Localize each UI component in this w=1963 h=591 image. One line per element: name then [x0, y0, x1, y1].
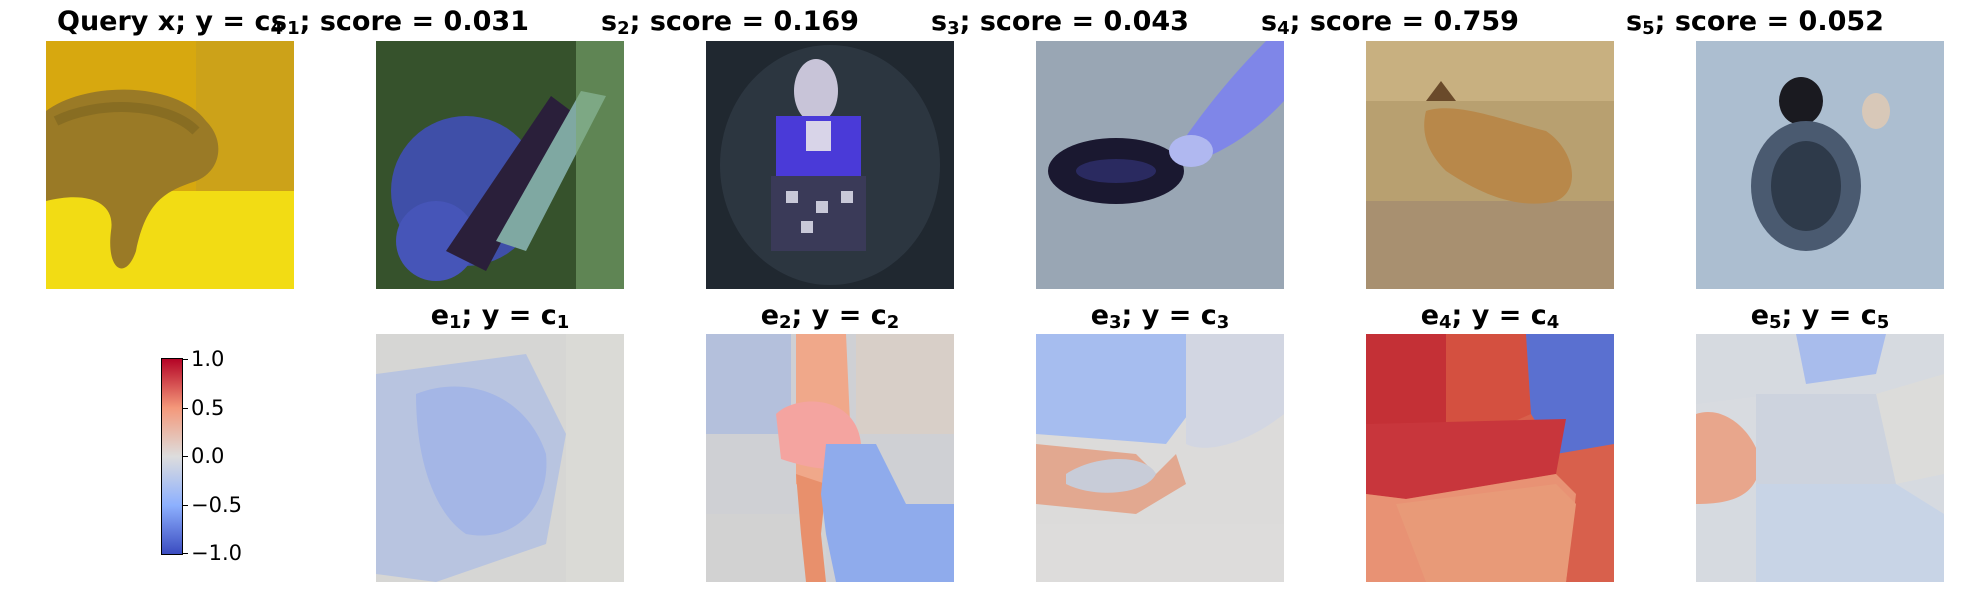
sample-title-2: s2; score = 0.169 — [565, 6, 895, 38]
colorbar-tick — [182, 408, 188, 409]
sample-image-person — [706, 41, 954, 289]
explanation-class-prefix: ; y = c — [1781, 300, 1877, 331]
query-title: Query x; y = c4 — [5, 6, 335, 38]
sample-label: s — [271, 6, 288, 37]
explanation-label: e — [1090, 300, 1109, 331]
explanation-index: 2 — [779, 312, 792, 333]
colorbar-tick — [182, 505, 188, 506]
colorbar — [161, 358, 183, 555]
explanation-class-index: 3 — [1216, 312, 1230, 333]
colorbar-tick — [182, 359, 188, 360]
sample-index: 1 — [287, 18, 300, 39]
sample-label: s — [931, 6, 948, 37]
explanation-label: e — [430, 300, 449, 331]
query-class-prefix: ; y = c — [175, 6, 271, 37]
explanation-title-4: e4; y = c4 — [1325, 300, 1655, 332]
sample-image-graphic — [1366, 41, 1614, 289]
colorbar-label: −1.0 — [191, 541, 242, 565]
explanation-label: e — [1750, 300, 1769, 331]
sample-score: ; score = 0.043 — [959, 6, 1189, 37]
sample-image-graphic — [1696, 41, 1944, 289]
explanation-title-3: e3; y = c3 — [995, 300, 1325, 332]
query-image-dolphin — [46, 41, 294, 289]
sample-index: 4 — [1277, 18, 1290, 39]
colorbar-tick — [182, 553, 188, 554]
sample-image-shoe — [1036, 41, 1284, 289]
sample-image-butterfly — [376, 41, 624, 289]
sample-image-animal — [1366, 41, 1614, 289]
explanation-map-2 — [706, 334, 954, 582]
explanation-class-prefix: ; y = c — [1121, 300, 1217, 331]
sample-score: ; score = 0.169 — [629, 6, 859, 37]
sample-title-4: s4; score = 0.759 — [1225, 6, 1555, 38]
query-image-graphic — [46, 41, 294, 289]
sample-label: s — [601, 6, 618, 37]
explanation-map-4 — [1366, 334, 1614, 582]
sample-score: ; score = 0.031 — [299, 6, 529, 37]
colorbar-label: −0.5 — [191, 493, 242, 517]
explanation-index: 1 — [449, 312, 462, 333]
explanation-map-graphic — [1366, 334, 1614, 582]
explanation-index: 4 — [1439, 312, 1452, 333]
sample-index: 5 — [1642, 18, 1655, 39]
explanation-map-graphic — [706, 334, 954, 582]
colorbar-label: 0.5 — [191, 396, 225, 420]
sample-image-graphic — [1036, 41, 1284, 289]
explanation-label: e — [1420, 300, 1439, 331]
sample-title-1: s1; score = 0.031 — [235, 6, 565, 38]
explanation-title-1: e1; y = c1 — [335, 300, 665, 332]
colorbar-tick — [182, 456, 188, 457]
sample-image-graphic — [706, 41, 954, 289]
sample-index: 3 — [947, 18, 960, 39]
sample-score: ; score = 0.759 — [1289, 6, 1519, 37]
explanation-class-prefix: ; y = c — [461, 300, 557, 331]
explanation-map-1 — [376, 334, 624, 582]
sample-index: 2 — [617, 18, 630, 39]
explanation-index: 3 — [1109, 312, 1122, 333]
explanation-class-prefix: ; y = c — [791, 300, 887, 331]
explanation-class-index: 4 — [1546, 312, 1560, 333]
explanation-class-index: 2 — [886, 312, 900, 333]
sample-score: ; score = 0.052 — [1654, 6, 1884, 37]
explanation-map-5 — [1696, 334, 1944, 582]
explanation-map-graphic — [376, 334, 624, 582]
explanation-title-5: e5; y = c5 — [1655, 300, 1963, 332]
explanation-class-index: 1 — [556, 312, 570, 333]
sample-label: s — [1261, 6, 1278, 37]
explanation-index: 5 — [1769, 312, 1782, 333]
colorbar-label: 1.0 — [191, 347, 225, 371]
explanation-map-graphic — [1696, 334, 1944, 582]
explanation-title-2: e2; y = c2 — [665, 300, 995, 332]
explanation-map-graphic — [1036, 334, 1284, 582]
explanation-map-3 — [1036, 334, 1284, 582]
sample-image-insect — [1696, 41, 1944, 289]
explanation-label: e — [760, 300, 779, 331]
sample-image-graphic — [376, 41, 624, 289]
explanation-class-prefix: ; y = c — [1451, 300, 1547, 331]
query-class-index: 4 — [270, 18, 283, 39]
sample-title-3: s3; score = 0.043 — [895, 6, 1225, 38]
sample-label: s — [1626, 6, 1643, 37]
explanation-class-index: 5 — [1876, 312, 1890, 333]
sample-title-5: s5; score = 0.052 — [1555, 6, 1955, 38]
colorbar-label: 0.0 — [191, 444, 225, 468]
query-label: Query x — [57, 6, 176, 37]
